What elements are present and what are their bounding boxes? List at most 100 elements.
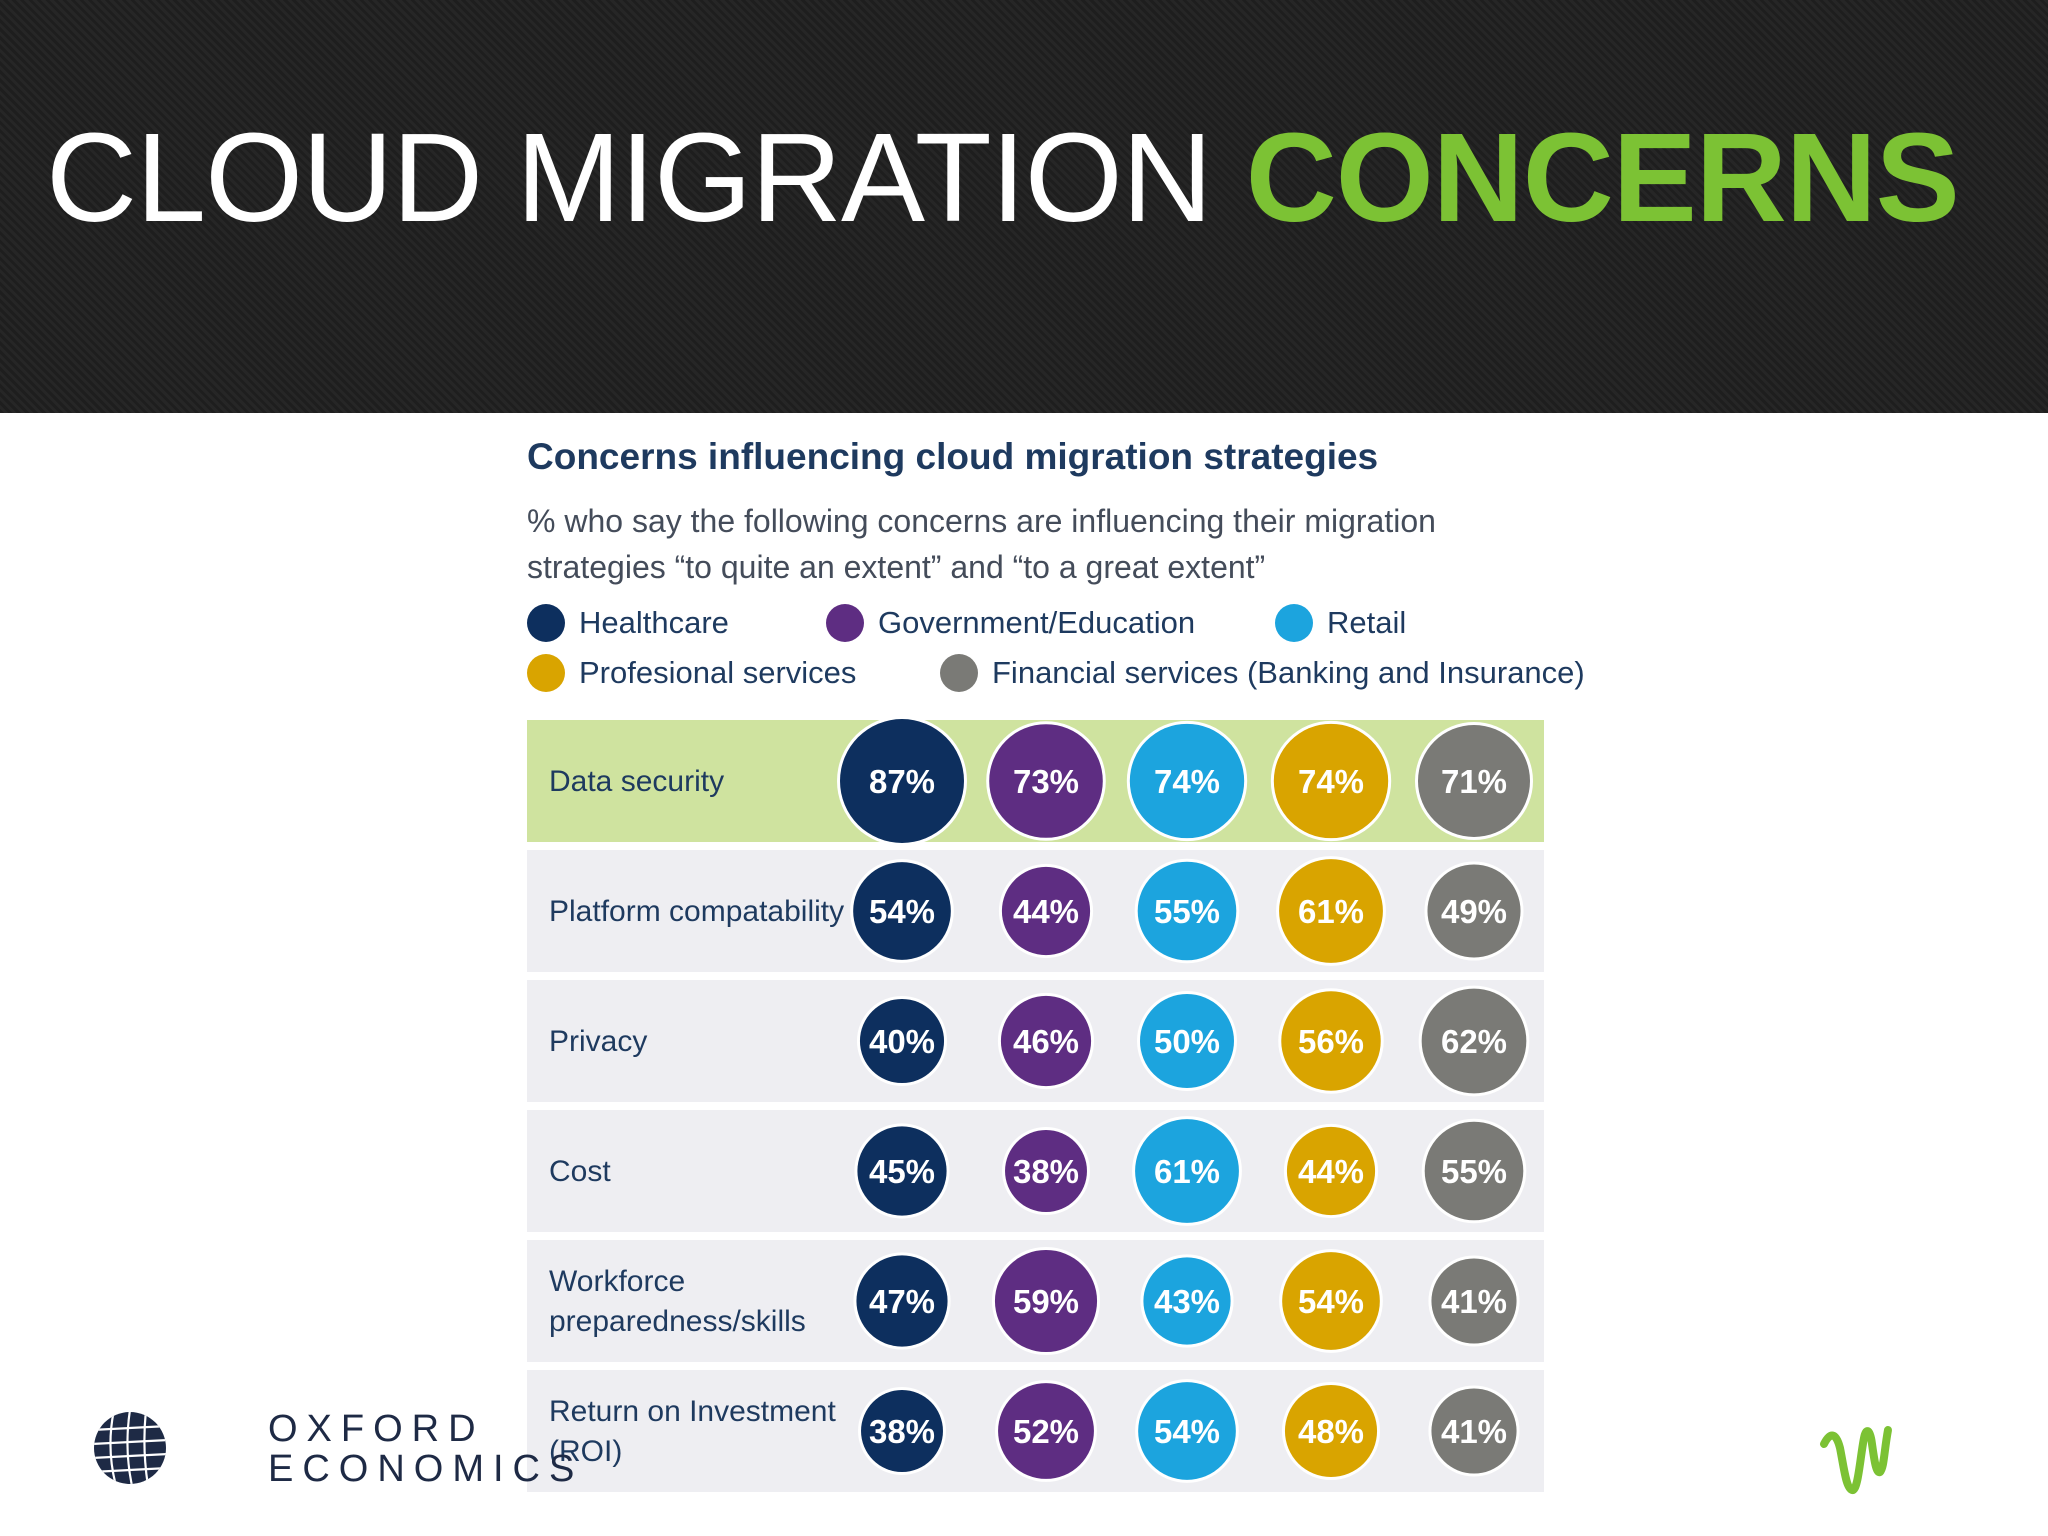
row-workforce-preparedness-skills: Workforce preparedness/skills 47% 59% 43% 54%… <box>527 1240 1544 1362</box>
bubble-value-label: 61% <box>1154 1153 1220 1190</box>
bubble-healthcare <box>856 1255 948 1347</box>
bubble-retail <box>1135 1119 1239 1223</box>
bubble-value-label: 54% <box>1298 1283 1364 1320</box>
bubble-value-label: 40% <box>869 1023 935 1060</box>
bubble-value-label: 62% <box>1441 1023 1507 1060</box>
bubble-value-label: 48% <box>1298 1413 1364 1450</box>
bubble-value-label: 41% <box>1441 1413 1507 1450</box>
bubble-profesional-services <box>1284 1384 1378 1478</box>
bubble-government-education <box>1005 1130 1087 1212</box>
bubble-value-label: 74% <box>1154 763 1220 800</box>
bubble-financial-services-banking-and-insurance <box>1427 864 1521 958</box>
slide-title: CLOUD MIGRATION CONCERNS <box>46 107 1960 248</box>
bubble-healthcare <box>859 998 945 1084</box>
bubble-retail <box>1143 1257 1231 1345</box>
oxford-economics-logo: OXFORD ECONOMICS <box>92 1406 574 1490</box>
logo-text-economics: ECONOMICS <box>268 1448 584 1490</box>
row-cost: Cost 45% 38% 61% 44% 55% <box>527 1110 1544 1232</box>
legend-swatch-government-education <box>826 604 864 642</box>
bubble-profesional-services <box>1279 859 1383 963</box>
bubble-value-label: 38% <box>869 1413 935 1450</box>
globe-icon <box>94 1412 166 1484</box>
legend-item-professional-services: Profesional services <box>527 653 856 693</box>
bubble-value-label: 41% <box>1441 1283 1507 1320</box>
slide-header: CLOUD MIGRATION CONCERNS <box>0 0 2048 413</box>
bubble-value-label: 44% <box>1013 893 1079 930</box>
slide-title-accent: CONCERNS <box>1245 107 1960 248</box>
bubble-value-label: 73% <box>1013 763 1079 800</box>
row-privacy: Privacy 40% 46% 50% 56% 62% <box>527 980 1544 1102</box>
bubble-value-label: 54% <box>869 893 935 930</box>
bubble-value-label: 71% <box>1441 763 1507 800</box>
bubble-value-label: 47% <box>869 1283 935 1320</box>
bubble-value-label: 44% <box>1298 1153 1364 1190</box>
legend-label-government-education: Government/Education <box>878 605 1196 640</box>
row-label: Workforce preparedness/skills <box>549 1265 806 1338</box>
bubble-value-label: 61% <box>1298 893 1364 930</box>
bubble-value-label: 55% <box>1441 1153 1507 1190</box>
legend-swatch-healthcare <box>527 604 565 642</box>
bubble-financial-services-banking-and-insurance <box>1431 1388 1517 1474</box>
bubble-government-education <box>1001 866 1091 956</box>
bubble-healthcare <box>861 1390 943 1472</box>
bubble-financial-services-banking-and-insurance <box>1417 724 1531 838</box>
legend-item-healthcare: Healthcare <box>527 603 729 643</box>
row-return-on-investment-roi: Return on Investment (ROI) 38% 52% 54% 48% 41% <box>527 1370 1544 1492</box>
wave-logo-icon <box>1820 1426 1892 1495</box>
bubble-retail <box>1137 861 1237 961</box>
bubble-government-education <box>994 1249 1098 1353</box>
legend-item-government-education: Government/Education <box>826 603 1195 643</box>
row-platform-compatability: Platform compatability 54% 44% 55% 61% 49% <box>527 850 1544 972</box>
bubble-retail <box>1138 1382 1236 1480</box>
row-label: Cost <box>549 1155 611 1188</box>
bubble-value-label: 46% <box>1013 1023 1079 1060</box>
bubble-retail <box>1139 993 1235 1089</box>
legend-swatch-professional-services <box>527 654 565 692</box>
legend-item-retail: Retail <box>1275 603 1406 643</box>
bubble-value-label: 59% <box>1013 1283 1079 1320</box>
bubble-government-education <box>989 724 1103 838</box>
legend-label-healthcare: Healthcare <box>579 605 729 640</box>
slide-title-main: CLOUD MIGRATION <box>46 107 1213 248</box>
bubble-healthcare <box>853 862 951 960</box>
bubble-value-label: 74% <box>1298 763 1364 800</box>
row-data-security: Data security 87% 73% 74% 74% 71% <box>527 716 1544 846</box>
bubble-value-label: 54% <box>1154 1413 1220 1450</box>
bubble-value-label: 50% <box>1154 1023 1220 1060</box>
bubble-financial-services-banking-and-insurance <box>1424 1121 1524 1221</box>
legend-swatch-financial-services <box>940 654 978 692</box>
bubble-profesional-services <box>1273 723 1389 839</box>
row-label: Privacy <box>549 1025 647 1058</box>
wave-logo-stroke <box>1820 1426 1892 1495</box>
legend-item-financial-services: Financial services (Banking and Insuranc… <box>940 653 1585 693</box>
bubble-government-education <box>1000 995 1092 1087</box>
bubble-profesional-services <box>1282 1252 1380 1350</box>
legend-label-financial-services: Financial services (Banking and Insuranc… <box>992 655 1585 690</box>
bubble-healthcare <box>840 719 964 843</box>
chart-title: Concerns influencing cloud migration str… <box>527 436 1379 477</box>
legend-label-retail: Retail <box>1327 605 1407 640</box>
row-label: Data security <box>549 765 724 798</box>
bubble-value-label: 49% <box>1441 893 1507 930</box>
logo-text-oxford: OXFORD <box>268 1408 485 1450</box>
bubble-profesional-services <box>1281 991 1381 1091</box>
row-label: Platform compatability <box>549 895 844 928</box>
bubble-value-label: 52% <box>1013 1413 1079 1450</box>
bubble-value-label: 87% <box>869 763 935 800</box>
bubble-financial-services-banking-and-insurance <box>1421 988 1527 1094</box>
legend-swatch-retail <box>1275 604 1313 642</box>
bubble-government-education <box>998 1383 1094 1479</box>
bubble-financial-services-banking-and-insurance <box>1431 1258 1517 1344</box>
legend-label-professional-services: Profesional services <box>579 655 857 690</box>
chart-subtitle: % who say the following concerns are inf… <box>527 503 1436 585</box>
bubble-value-label: 55% <box>1154 893 1220 930</box>
bubble-value-label: 45% <box>869 1153 935 1190</box>
row-label: Return on Investment (ROI) <box>549 1395 836 1468</box>
bubble-retail <box>1129 723 1245 839</box>
bubble-value-label: 38% <box>1013 1153 1079 1190</box>
bubble-value-label: 56% <box>1298 1023 1364 1060</box>
bubble-healthcare <box>857 1126 947 1216</box>
bubble-profesional-services <box>1286 1126 1376 1216</box>
bubble-value-label: 43% <box>1154 1283 1220 1320</box>
